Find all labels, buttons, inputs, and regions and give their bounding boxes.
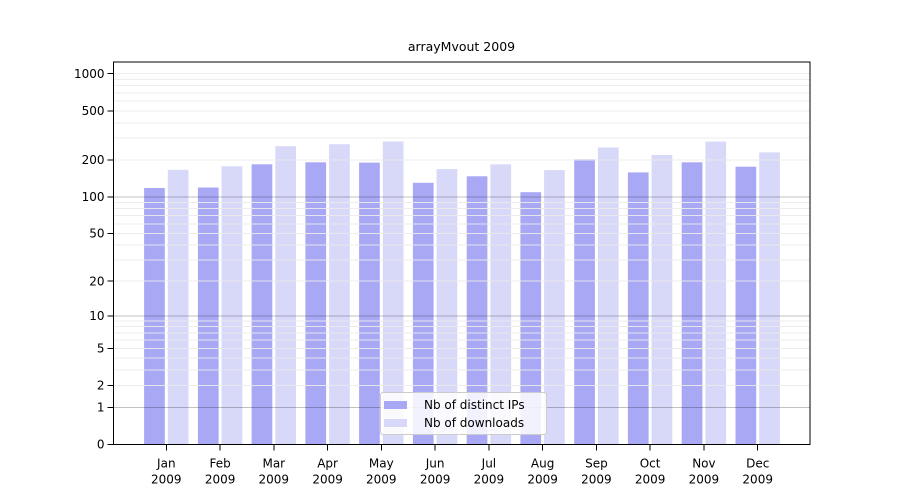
bar-jun-downloads (436, 169, 458, 445)
x-tick-month-label: Sep (585, 457, 608, 471)
bar-feb-downloads (221, 166, 243, 445)
x-tick-year-label: 2009 (527, 473, 558, 487)
bar-sep-downloads (597, 147, 619, 445)
bar-oct-ips (627, 172, 649, 445)
bar-oct-downloads (651, 155, 673, 445)
legend-row-downloads: Nb of downloads (384, 414, 540, 431)
plot-border (113, 61, 811, 445)
x-tick-month-label: Apr (317, 457, 338, 471)
x-tick-month-label: Mar (262, 457, 285, 471)
x-tick-month-label: Oct (640, 457, 661, 471)
y-tick-label: 500 (82, 104, 105, 118)
x-tick-month-label: Jun (425, 457, 445, 471)
legend-swatch-downloads (384, 418, 407, 427)
x-tick-year-label: 2009 (259, 473, 290, 487)
x-tick-year-label: 2009 (312, 473, 343, 487)
bar-dec-ips (735, 166, 757, 445)
y-tick-label: 1000 (74, 67, 105, 81)
y-tick-label: 200 (82, 153, 105, 167)
bar-jun-ips (412, 182, 434, 445)
x-tick-month-label: Aug (531, 457, 554, 471)
bars-series-downloads (167, 141, 780, 445)
bar-may-ips (359, 162, 380, 445)
bar-feb-ips (197, 187, 219, 445)
x-tick-year-label: 2009 (474, 473, 505, 487)
y-tick-label: 20 (89, 274, 104, 288)
x-tick-year-label: 2009 (635, 473, 666, 487)
bar-nov-ips (681, 162, 703, 445)
bar-aug-downloads (544, 170, 565, 445)
y-tick-label: 100 (82, 190, 105, 204)
bar-jan-downloads (167, 169, 189, 445)
y-tick-label: 1 (97, 401, 105, 415)
x-axis: Jan 2009 Feb 2009 Mar 2009 Apr 2009 May 2009 Jun 20… (151, 444, 773, 487)
bar-nov-downloads (705, 141, 727, 445)
x-tick-month-label: May (369, 457, 394, 471)
bar-sep-ips (574, 159, 595, 445)
x-tick-month-label: Jul (481, 457, 496, 471)
bar-aug-ips (520, 192, 542, 445)
bar-jan-ips (144, 188, 165, 445)
y-tick-label: 50 (89, 227, 104, 241)
bar-apr-ips (305, 162, 327, 445)
x-tick-month-label: Nov (692, 457, 715, 471)
x-tick-year-label: 2009 (151, 473, 182, 487)
bar-dec-downloads (759, 152, 780, 445)
minor-gridlines (113, 73, 810, 386)
legend-swatch-distinct-ips (384, 400, 407, 409)
x-tick-year-label: 2009 (366, 473, 397, 487)
x-tick-month-label: Jan (156, 457, 176, 471)
bar-mar-downloads (275, 146, 296, 445)
bar-apr-downloads (329, 144, 350, 445)
y-tick-label: 0 (97, 438, 105, 452)
bar-may-downloads (382, 141, 404, 445)
y-tick-label: 10 (89, 309, 104, 323)
legend-box: Nb of distinct IPs Nb of downloads (380, 392, 547, 435)
legend-label-downloads: Nb of downloads (424, 415, 525, 430)
y-tick-label: 2 (97, 379, 105, 393)
chart-title: arrayMvout 2009 (407, 39, 516, 54)
x-tick-year-label: 2009 (689, 473, 720, 487)
bars-series-distinct-ips (144, 159, 757, 445)
bar-jul-ips (466, 176, 488, 445)
legend-label-distinct-ips: Nb of distinct IPs (424, 397, 525, 412)
bar-jul-downloads (490, 164, 512, 445)
x-tick-month-label: Dec (746, 457, 769, 471)
x-tick-year-label: 2009 (420, 473, 451, 487)
y-tick-label: 5 (97, 342, 105, 356)
x-tick-year-label: 2009 (742, 473, 773, 487)
x-tick-year-label: 2009 (581, 473, 612, 487)
x-tick-month-label: Feb (209, 457, 230, 471)
legend-row-distinct-ips: Nb of distinct IPs (384, 396, 540, 413)
bar-mar-ips (251, 164, 273, 445)
x-tick-year-label: 2009 (205, 473, 236, 487)
y-axis: 0 1 2 5 10 20 50 100 200 500 1000 (74, 67, 114, 452)
